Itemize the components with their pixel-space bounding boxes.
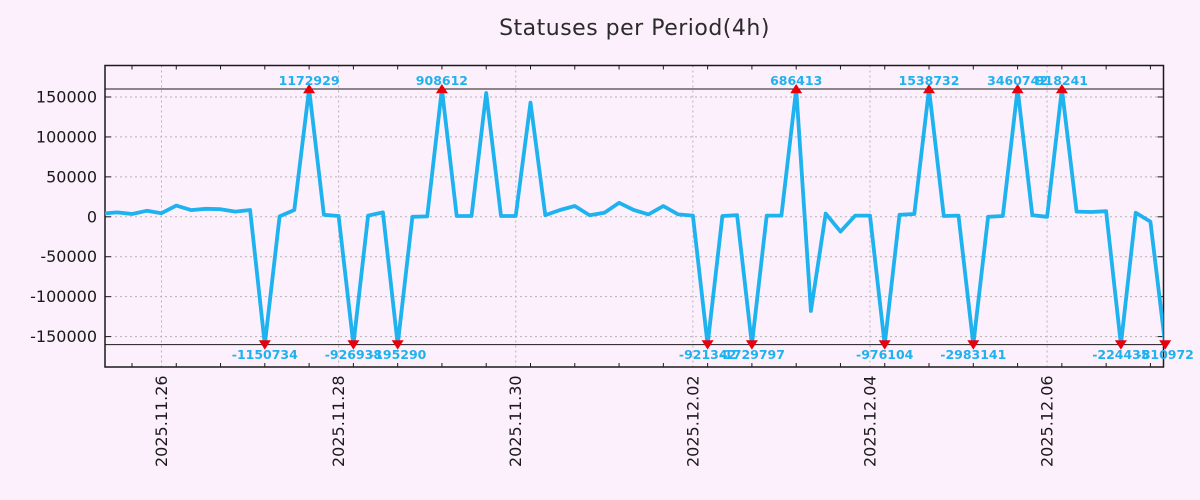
trough-marker-icon bbox=[1114, 340, 1127, 350]
trough-value-label: -1729797 bbox=[719, 347, 785, 362]
trough-marker-icon bbox=[347, 340, 360, 350]
x-tick-label: 2025.11.28 bbox=[329, 375, 348, 467]
chart-title: Statuses per Period(4h) bbox=[499, 16, 770, 41]
peak-value-label: 918241 bbox=[1036, 73, 1088, 88]
peak-value-label: 908612 bbox=[416, 73, 468, 88]
x-tick-label: 2025.12.04 bbox=[861, 375, 880, 467]
y-axis-labels: 150000 100000 50000 0 -50000 -100000 -150000 bbox=[30, 88, 97, 347]
trough-value-label: -1150734 bbox=[232, 347, 298, 362]
trough-value-label: -810972 bbox=[1137, 347, 1194, 362]
y-tick-label: 0 bbox=[87, 207, 97, 226]
x-tick-label: 2025.12.06 bbox=[1038, 375, 1057, 467]
x-tick-label: 2025.12.02 bbox=[683, 375, 702, 467]
y-tick-label: -150000 bbox=[30, 327, 97, 346]
series-line bbox=[105, 87, 1164, 347]
y-tick-label: 50000 bbox=[46, 167, 97, 186]
trough-value-label: -224435 bbox=[1092, 347, 1149, 362]
plot-border bbox=[104, 64, 1165, 368]
trough-marker-icon bbox=[745, 340, 758, 350]
peak-marker-icon bbox=[435, 84, 448, 94]
trough-marker-icon bbox=[701, 340, 714, 350]
trough-value-label: -976104 bbox=[856, 347, 914, 362]
trough-value-label: -2983141 bbox=[940, 347, 1006, 362]
y-tick-label: -100000 bbox=[30, 287, 97, 306]
peak-marker-icon bbox=[790, 84, 803, 94]
peak-marker-icon bbox=[1055, 84, 1068, 94]
peak-marker-icon bbox=[923, 84, 935, 94]
peak-value-label: 3460742 bbox=[987, 73, 1048, 88]
trough-marker-icon bbox=[1159, 340, 1172, 350]
x-axis-labels: 2025.11.26 2025.11.28 2025.11.30 2025.12.02… bbox=[152, 375, 1057, 467]
plot-area: -1150734 1172929 -926938-195290 908612 -9213… bbox=[30, 64, 1194, 467]
trough-value-label: -921342 bbox=[679, 347, 736, 362]
annotations: -1150734 1172929 -926938-195290 908612 -9213… bbox=[232, 73, 1194, 362]
peak-value-label: 1172929 bbox=[279, 73, 340, 88]
y-tick-label: -50000 bbox=[40, 247, 97, 266]
peak-marker-icon bbox=[1011, 84, 1024, 94]
y-tick-label: 100000 bbox=[36, 127, 97, 146]
trough-value-label: -195290 bbox=[369, 347, 427, 362]
y-tick-label: 150000 bbox=[36, 88, 97, 107]
x-tick-label: 2025.11.30 bbox=[506, 375, 525, 467]
peak-value-label: 686413 bbox=[770, 73, 822, 88]
x-tick-label: 2025.11.26 bbox=[152, 375, 171, 467]
trough-marker-icon bbox=[878, 340, 891, 350]
trough-marker-icon bbox=[391, 340, 404, 350]
peak-value-label: 1538732 bbox=[899, 73, 960, 88]
peak-marker-icon bbox=[303, 84, 316, 94]
trough-marker-icon bbox=[258, 340, 271, 350]
trough-marker-icon bbox=[967, 340, 980, 350]
trough-value-label: -926938 bbox=[325, 347, 382, 362]
